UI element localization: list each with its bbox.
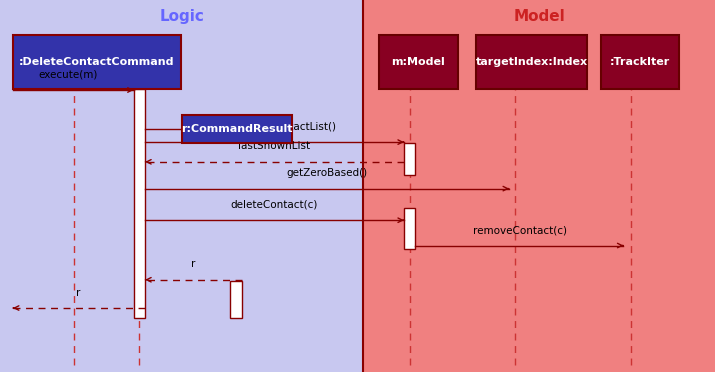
Text: removeContact(c): removeContact(c) <box>473 225 567 235</box>
Text: :TrackIter: :TrackIter <box>610 57 670 67</box>
Text: m:Model: m:Model <box>391 57 445 67</box>
Text: execute(m): execute(m) <box>38 70 98 80</box>
Text: r: r <box>77 288 81 298</box>
Bar <box>404 143 415 175</box>
Bar <box>476 35 587 89</box>
Bar <box>134 89 145 318</box>
Text: r:CommandResult: r:CommandResult <box>182 124 292 134</box>
Text: lastShownList: lastShownList <box>239 141 310 151</box>
Bar <box>601 35 679 89</box>
Text: Logic: Logic <box>159 9 204 24</box>
Text: getZeroBased(): getZeroBased() <box>286 168 368 178</box>
Text: deleteContact(c): deleteContact(c) <box>231 200 318 210</box>
Text: r: r <box>191 259 195 269</box>
Text: getFilteredContactList(): getFilteredContactList() <box>213 122 336 132</box>
Text: Model: Model <box>513 9 565 24</box>
Text: :DeleteContactCommand: :DeleteContactCommand <box>19 57 174 67</box>
Bar <box>230 281 242 318</box>
Bar <box>13 35 181 89</box>
Bar <box>363 0 715 372</box>
Bar <box>0 0 363 372</box>
Bar <box>404 208 415 249</box>
Bar <box>379 35 458 89</box>
Bar <box>182 115 292 143</box>
Text: targetIndex:Index: targetIndex:Index <box>475 57 588 67</box>
